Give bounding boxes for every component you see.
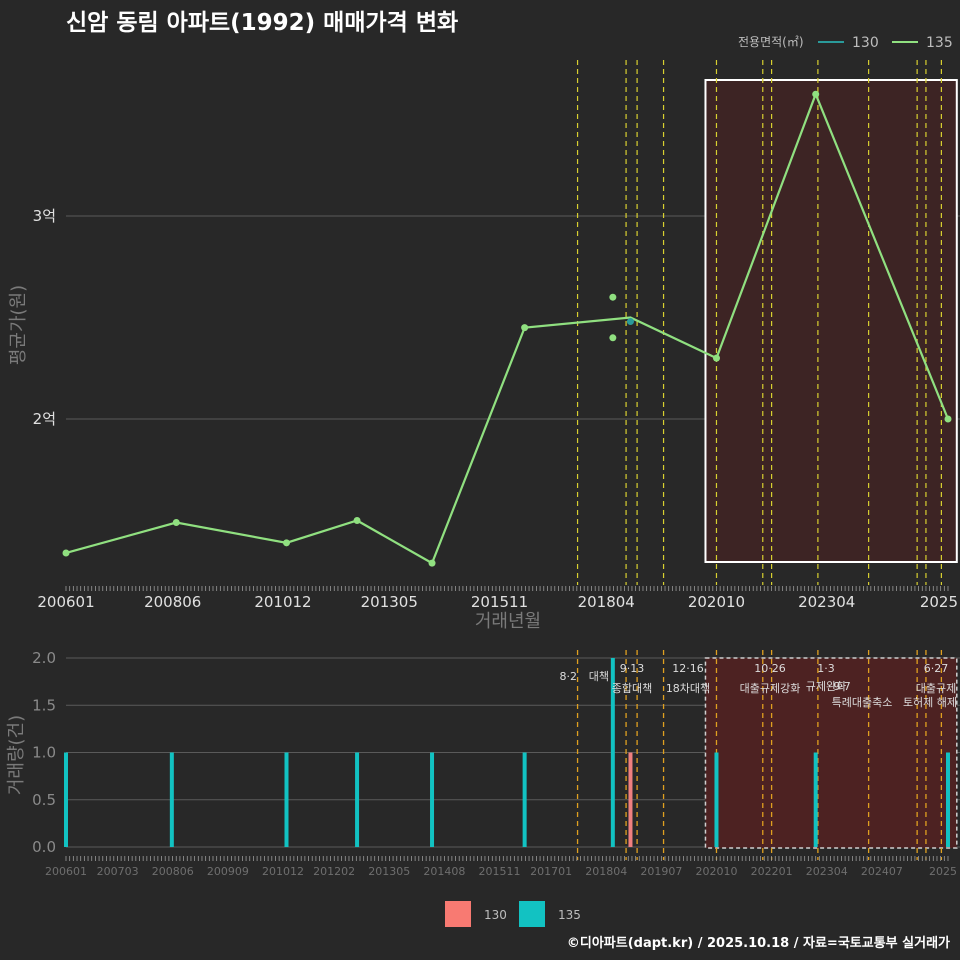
policy-annotation-date: 8·2 <box>560 670 578 683</box>
policy-annotation-label: 특례대출축소 <box>832 696 893 709</box>
policy-annotation-date: 12·16 <box>672 662 704 675</box>
volume-x-tick-label: 202407 <box>861 865 903 878</box>
bottom-legend-label-135: 135 <box>558 908 581 922</box>
price-point-135 <box>609 293 617 301</box>
volume-x-tick-label: 200601 <box>45 865 87 878</box>
volume-x-tick-label: 201202 <box>313 865 355 878</box>
price-point-135 <box>353 517 361 524</box>
legend-label-135: 135 <box>926 35 953 51</box>
volume-x-tick-label: 200909 <box>207 865 249 878</box>
price-x-tick-label: 201804 <box>578 593 635 611</box>
price-y-axis-title: 평균가(원) <box>8 285 29 365</box>
price-x-tick-label: 200601 <box>37 593 94 611</box>
price-point-135 <box>812 90 820 98</box>
price-point-135 <box>521 324 529 332</box>
source-caption: ©디아파트(dapt.kr) / 2025.10.18 / 자료=국토교통부 실… <box>567 935 950 951</box>
policy-annotation-date: 6·27 <box>924 662 949 675</box>
price-plot: 3억 2억 200601 200806 201012 201305 201511 201804… <box>33 60 960 611</box>
price-point-135 <box>609 334 617 342</box>
volume-y-tick-label: 1.5 <box>32 696 56 714</box>
policy-annotation-label: 대출규제 <box>916 682 956 695</box>
volume-x-tick-label: 201701 <box>530 865 572 878</box>
volume-x-tick-label: 202010 <box>695 865 737 878</box>
policy-annotation-label: 종합대책 <box>612 682 652 695</box>
price-point-135 <box>428 559 436 567</box>
volume-x-tick-label: 201012 <box>262 865 304 878</box>
chart-title: 신암 동림 아파트(1992) 매매가격 변화 <box>66 10 458 36</box>
top-legend: 전용면적(㎡) 130 135 <box>738 35 953 51</box>
policy-annotation-date: 10·26 <box>754 662 786 675</box>
bottom-legend-swatch-130 <box>445 901 471 927</box>
policy-annotation-label: 규제완화 <box>806 680 846 693</box>
volume-x-tick-label: 201305 <box>368 865 410 878</box>
price-point-135 <box>62 549 70 557</box>
legend-title: 전용면적(㎡) <box>738 35 804 49</box>
price-x-tick-label: 200806 <box>144 593 201 611</box>
price-point-135 <box>283 539 290 547</box>
volume-x-tick-label: 201408 <box>423 865 465 878</box>
volume-bar-135 <box>813 752 818 847</box>
price-x-tick-label: 201511 <box>471 593 528 611</box>
volume-x-tick-label: 202201 <box>751 865 793 878</box>
volume-y-tick-label: 1.0 <box>32 744 56 762</box>
price-line-135 <box>65 91 950 565</box>
volume-x-tick-label: 200806 <box>152 865 194 878</box>
price-x-tick-label: 202304 <box>798 593 855 611</box>
price-x-tick-label: 201012 <box>254 593 311 611</box>
volume-y-tick-label: 0.5 <box>32 791 56 809</box>
volume-x-tick-label: 201907 <box>640 865 682 878</box>
policy-annotation-date: 9·7 <box>833 680 851 693</box>
volume-x-tick-label: 202304 <box>806 865 848 878</box>
legend-label-130: 130 <box>852 35 879 51</box>
policy-annotation-label: 대책 <box>589 670 609 683</box>
policy-annotation-label: 대출규제강화 <box>740 682 801 695</box>
price-x-tick-label: 202010 <box>688 593 745 611</box>
bottom-legend-swatch-135 <box>519 901 545 927</box>
volume-bar-130 <box>628 752 633 847</box>
policy-annotation-date: 9·13 <box>620 662 645 675</box>
bottom-legend: 130 135 <box>445 901 581 927</box>
volume-y-tick-label: 2.0 <box>32 649 56 667</box>
price-x-tick-label: 201305 <box>361 593 418 611</box>
volume-bar-135 <box>64 752 68 847</box>
policy-annotation-date: 1·3 <box>817 662 835 675</box>
volume-x-tick-label: 201804 <box>585 865 627 878</box>
price-point-130 <box>626 318 634 326</box>
price-point-135 <box>944 415 952 423</box>
volume-bar-135 <box>946 752 950 847</box>
volume-plot: 0.0 0.5 1.0 1.5 2.0 8·2 대책 9·13 종합대책 12·16 18차대책 10… <box>32 649 960 878</box>
volume-bar-135 <box>522 752 527 847</box>
volume-bar-135 <box>169 752 174 847</box>
volume-y-axis-title: 거래량(건) <box>6 715 27 795</box>
price-y-tick-label: 3억 <box>33 207 56 225</box>
volume-bar-135 <box>430 752 435 847</box>
volume-x-tick-label: 200703 <box>97 865 139 878</box>
price-y-tick-label: 2억 <box>33 410 56 428</box>
volume-bar-135 <box>284 752 289 847</box>
volume-x-tick-label: 2025 <box>929 865 957 878</box>
price-x-tick-label: 2025 <box>920 593 958 611</box>
volume-bar-135 <box>714 752 719 847</box>
policy-annotation-label: 토허제 해제 <box>903 695 957 709</box>
price-point-135 <box>712 354 720 362</box>
price-highlight-region <box>704 79 958 563</box>
volume-bar-135 <box>355 752 360 847</box>
bottom-legend-label-130: 130 <box>484 908 507 922</box>
price-point-135 <box>172 519 180 527</box>
volume-bar-135 <box>610 658 615 847</box>
volume-y-tick-label: 0.0 <box>32 838 56 856</box>
price-x-axis-title: 거래년월 <box>475 611 541 632</box>
volume-x-tick-label: 201511 <box>479 865 521 878</box>
policy-annotation-label: 18차대책 <box>666 682 710 695</box>
volume-highlight-region <box>704 657 958 849</box>
